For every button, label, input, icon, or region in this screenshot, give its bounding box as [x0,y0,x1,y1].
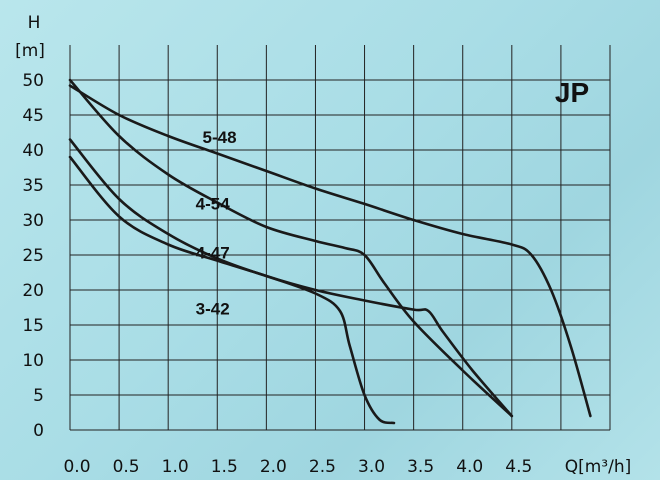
y-tick-label: 30 [22,211,44,231]
y-tick-label: 15 [22,316,44,336]
x-tick-label: 1.5 [211,457,238,477]
curves: 5-484-544-473-42 [68,78,592,425]
y-tick-label: 45 [22,106,44,126]
y-tick-label: 0 [33,421,44,441]
y-axis-unit: [m] [15,41,45,61]
series-label-3-42: 3-42 [196,300,230,319]
y-tick-label: 25 [22,246,44,266]
series-line-4-47 [68,138,514,418]
series-line-5-48 [68,84,592,418]
x-tick-label: 1.0 [162,457,189,477]
y-tick-label: 20 [22,281,44,301]
x-tick-label: 4.0 [456,457,483,477]
grid [69,45,611,431]
series-line-4-54 [68,78,514,418]
x-tick-label: 0.0 [63,457,90,477]
series-label-4-54: 4-54 [196,195,231,214]
x-tick-label: 3.5 [407,457,434,477]
x-tick-label: 2.5 [309,457,336,477]
y-tick-label: 40 [22,141,44,161]
x-axis-label: Q[m³/h] [565,457,632,477]
y-axis-label: H [28,13,41,33]
ticks: 0 5 10 15 20 25 30 35 40 45 50 0.0 0.5 1.0 1.5 2.0 2.5 3.… [22,71,532,477]
y-tick-label: 50 [22,71,44,91]
series-line-3-42 [68,155,396,425]
series-label-5-48: 5-48 [203,128,237,147]
brand-label: JP [555,77,589,108]
x-tick-label: 0.5 [113,457,140,477]
y-tick-label: 10 [22,351,44,371]
x-tick-label: 4.5 [505,457,532,477]
y-tick-label: 5 [33,386,44,406]
x-tick-label: 3.0 [358,457,385,477]
y-tick-label: 35 [22,176,44,196]
x-tick-label: 2.0 [260,457,287,477]
